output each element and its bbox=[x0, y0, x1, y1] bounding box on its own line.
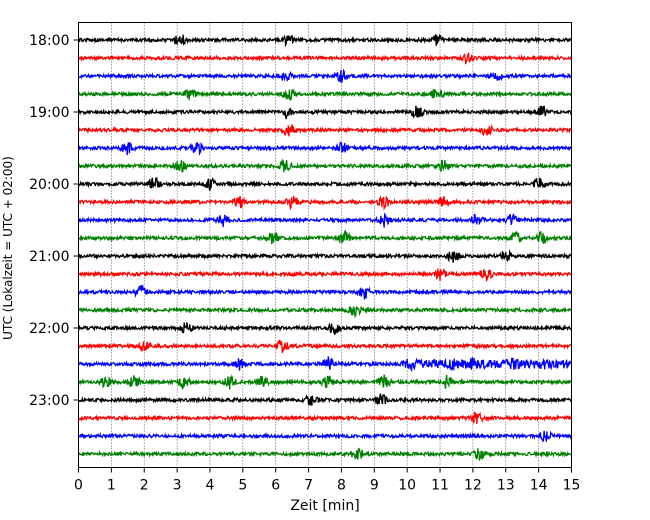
trace-2130 bbox=[77, 284, 573, 300]
x-tick-label-1: 1 bbox=[107, 478, 116, 494]
x-axis-label: Zeit [min] bbox=[290, 498, 359, 514]
x-tick-label-6: 6 bbox=[271, 478, 280, 494]
y-tick-label-22:00: 22:00 bbox=[29, 321, 69, 337]
x-tick-label-9: 9 bbox=[370, 478, 379, 494]
trace-2345 bbox=[77, 447, 572, 461]
x-tick-label-2: 2 bbox=[140, 478, 149, 494]
trace-2015 bbox=[78, 195, 572, 211]
grid-lines bbox=[111, 22, 539, 468]
trace-1800 bbox=[77, 33, 572, 48]
y-tick-label-19:00: 19:00 bbox=[29, 105, 69, 121]
y-axis-ticks: 18:00 19:00 20:00 21:00 22:00 23:00 bbox=[29, 33, 79, 409]
trace-1930 bbox=[77, 141, 572, 156]
trace-2115 bbox=[77, 267, 573, 282]
trace-2245 bbox=[77, 374, 573, 391]
trace-1945 bbox=[78, 158, 573, 173]
x-tick-label-12: 12 bbox=[464, 478, 482, 494]
y-tick-label-20:00: 20:00 bbox=[29, 177, 69, 193]
x-axis-ticks: 0 1 2 3 4 5 6 7 8 9 10 11 12 13 14 15 bbox=[74, 467, 581, 494]
y-tick-label-21:00: 21:00 bbox=[29, 249, 69, 265]
y-axis-label: UTC (Lokalzeit = UTC + 02:00) bbox=[1, 156, 15, 340]
x-tick-label-14: 14 bbox=[530, 478, 548, 494]
trace-2030 bbox=[77, 213, 572, 228]
trace-2215 bbox=[78, 338, 572, 354]
x-tick-label-10: 10 bbox=[398, 478, 416, 494]
trace-1845 bbox=[77, 88, 572, 101]
x-tick-label-3: 3 bbox=[173, 478, 182, 494]
x-tick-label-7: 7 bbox=[304, 478, 313, 494]
y-tick-label-23:00: 23:00 bbox=[29, 393, 69, 409]
x-tick-label-15: 15 bbox=[563, 478, 581, 494]
trace-1915 bbox=[77, 123, 573, 137]
trace-2100 bbox=[77, 249, 573, 263]
trace-1815 bbox=[77, 52, 573, 65]
y-tick-label-18:00: 18:00 bbox=[29, 33, 69, 49]
trace-2300 bbox=[77, 393, 573, 406]
trace-2045 bbox=[78, 229, 573, 245]
trace-1830 bbox=[78, 68, 573, 83]
x-tick-label-13: 13 bbox=[497, 478, 515, 494]
trace-2315 bbox=[77, 411, 572, 425]
plot-frame bbox=[78, 22, 572, 468]
seismic-traces bbox=[77, 33, 573, 461]
x-tick-label-11: 11 bbox=[431, 478, 449, 494]
x-tick-label-4: 4 bbox=[206, 478, 215, 494]
trace-2200 bbox=[78, 322, 572, 335]
x-tick-label-0: 0 bbox=[74, 478, 83, 494]
x-tick-label-8: 8 bbox=[337, 478, 346, 494]
trace-2330 bbox=[78, 430, 573, 442]
trace-2000 bbox=[77, 176, 572, 191]
x-tick-label-5: 5 bbox=[238, 478, 247, 494]
trace-2145 bbox=[78, 305, 572, 319]
trace-1900 bbox=[77, 105, 573, 120]
trace-2230 bbox=[78, 356, 572, 373]
